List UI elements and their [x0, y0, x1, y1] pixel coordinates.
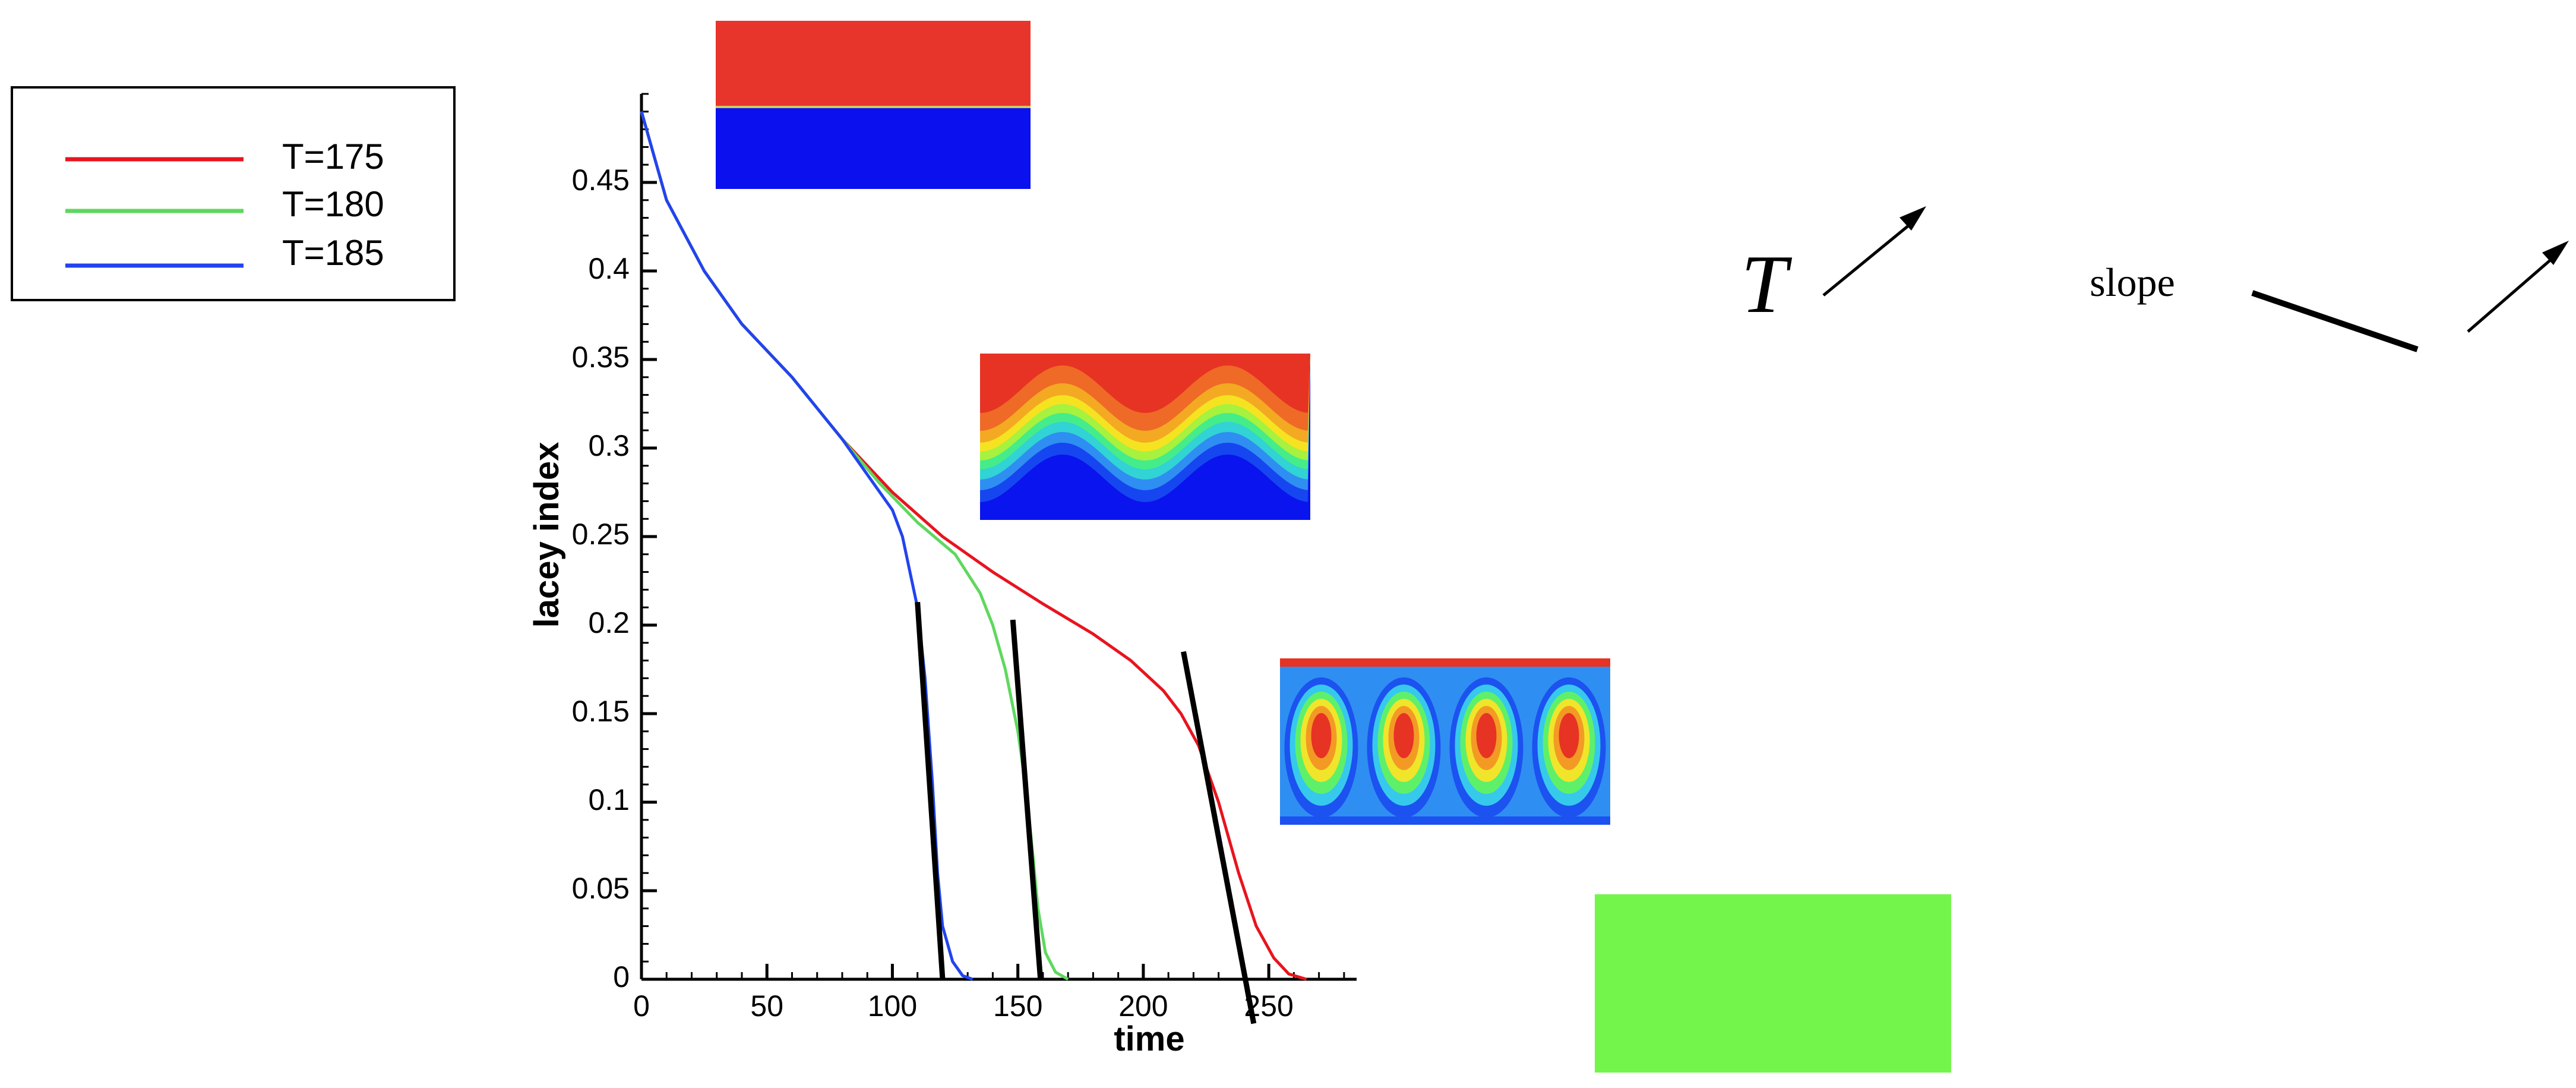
- snapshot-initial-layers: [716, 21, 1031, 189]
- roll-bottom-strip: [1280, 816, 1610, 825]
- slope-line-185: [915, 601, 946, 980]
- y-tick-label: 0.05: [572, 872, 630, 905]
- x-tick-label: 50: [750, 989, 783, 1023]
- roll-top-strip: [1280, 658, 1610, 667]
- slope-line-180: [1010, 619, 1044, 980]
- slope-label: slope: [2090, 260, 2175, 305]
- x-tick-label: 0: [633, 989, 650, 1023]
- legend-label-t185: T=185: [282, 233, 384, 273]
- vortex-ring: [1311, 713, 1332, 758]
- wave-band: [980, 354, 1310, 413]
- series-line-t-175: [640, 111, 1307, 981]
- x-axis-title: time: [1114, 1020, 1184, 1058]
- snapshot-initial-top-layer: [716, 21, 1031, 107]
- snapshot-wavy-interface: [980, 354, 1310, 520]
- slope-increase-arrow: [2467, 253, 2558, 333]
- vortex-ring: [1476, 713, 1497, 758]
- x-tick-label: 200: [1118, 989, 1168, 1023]
- y-axis-title: lacey index: [527, 442, 566, 628]
- y-tick-label: 0.25: [572, 518, 630, 551]
- slope-line-175: [1181, 651, 1257, 1024]
- y-tick-label: 0.15: [572, 695, 630, 728]
- vortex-ring: [1393, 713, 1414, 758]
- snapshot-mixed-field: [1595, 894, 1951, 1073]
- plot-area: 0 0.05 0.1 0.15 0.2 0.25 0.3 0.35 0.4 0.45 0 50 100 1…: [572, 93, 1357, 1024]
- snapshot-rolled-vortices: [1280, 658, 1610, 825]
- y-tick-label: 0.35: [572, 340, 630, 374]
- y-tick-label: 0: [613, 960, 630, 994]
- snapshot-initial-bottom-layer: [716, 107, 1031, 189]
- slope-glyph: [2251, 290, 2419, 352]
- series-line-t-185: [640, 111, 973, 981]
- temperature-symbol: T: [1741, 238, 1793, 330]
- snapshot-fully-mixed: [1595, 894, 1951, 1073]
- temperature-increase-arrow: [1822, 219, 1917, 297]
- y-tick-label: 0.4: [588, 252, 630, 285]
- y-tick-label: 0.3: [588, 429, 630, 462]
- temperature-arrow-head-icon: [1899, 206, 1926, 231]
- y-tick-label: 0.45: [572, 163, 630, 197]
- legend-label-t180: T=180: [282, 184, 384, 224]
- slope-arrow-head-icon: [2542, 241, 2569, 265]
- y-tick-label: 0.1: [588, 783, 630, 816]
- trend-annotation: T slope: [1741, 206, 2569, 352]
- vortex-ring: [1559, 713, 1579, 758]
- x-tick-label: 100: [868, 989, 917, 1023]
- legend: T=175 T=180 T=185: [11, 86, 456, 301]
- y-tick-label: 0.2: [588, 606, 630, 639]
- x-tick-label: 150: [993, 989, 1042, 1023]
- legend-box: [11, 86, 456, 301]
- series-line-t-180: [640, 111, 1069, 981]
- legend-label-t175: T=175: [282, 137, 384, 176]
